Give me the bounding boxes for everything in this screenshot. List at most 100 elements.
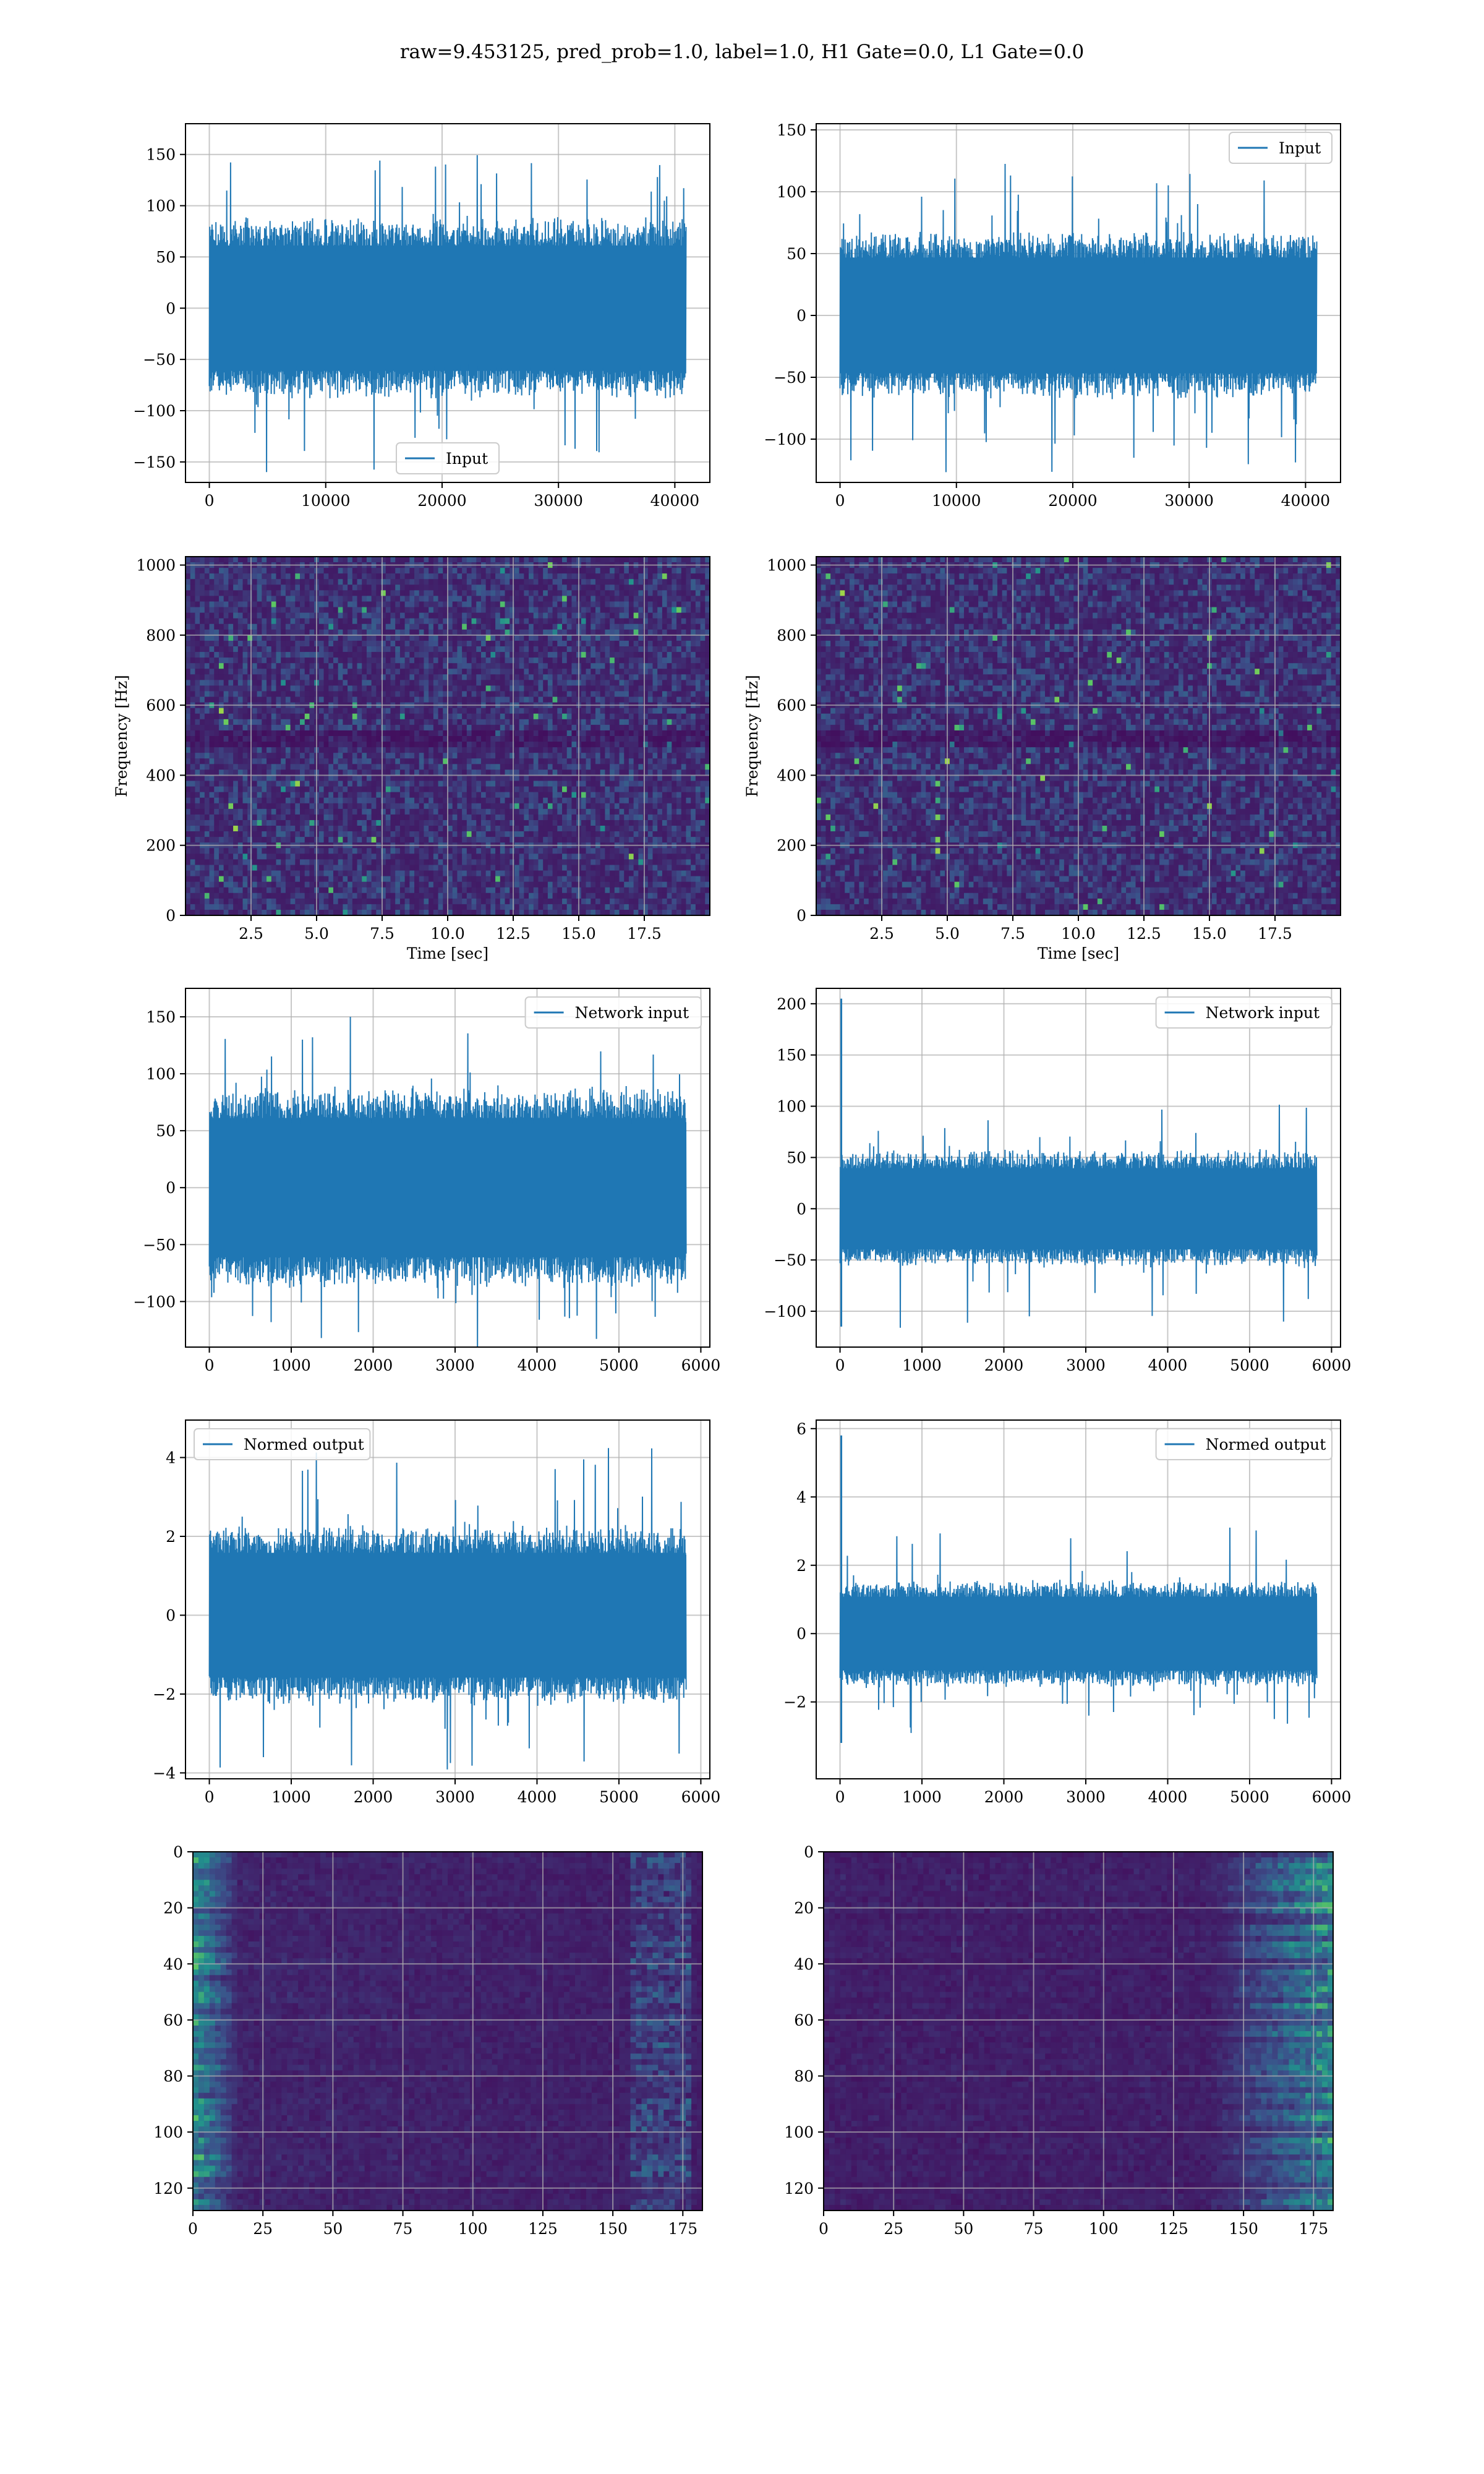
x-tick-label: 5000 <box>599 1788 639 1806</box>
x-tick-label: 4000 <box>1148 1788 1188 1806</box>
x-tick-label: 4000 <box>518 1356 557 1374</box>
x-tick-label: 75 <box>1024 2220 1044 2238</box>
y-tick-label: 200 <box>777 995 806 1013</box>
x-tick-label: 50 <box>953 2220 973 2238</box>
y-tick-label: 1000 <box>767 557 806 575</box>
y-tick-label: 4 <box>796 1488 806 1506</box>
y-tick-label: −100 <box>133 1293 176 1311</box>
y-axis-label: Frequency [Hz] <box>743 675 761 797</box>
legend-label: Normed output <box>1206 1436 1326 1453</box>
x-axis-label: Time [sec] <box>407 944 488 962</box>
x-tick-label: 7.5 <box>370 925 394 943</box>
y-axis: −100 −50 0 50 100 150 <box>764 121 816 448</box>
y-tick-label: 200 <box>146 837 176 855</box>
legend-label: Input <box>446 450 488 468</box>
x-tick-label: 2.5 <box>239 925 263 943</box>
y-tick-label: 0 <box>166 299 176 317</box>
y-tick-label: 60 <box>163 2011 183 2029</box>
y-tick-label: 80 <box>163 2068 183 2086</box>
x-tick-label: 0 <box>205 1356 215 1374</box>
y-tick-label: 100 <box>153 2123 183 2141</box>
y-tick-label: 0 <box>166 1179 176 1197</box>
legend: Normed output <box>1155 1428 1333 1460</box>
x-axis-label: Time [sec] <box>1038 944 1119 962</box>
y-tick-label: 100 <box>146 197 176 215</box>
heatmap-cells <box>193 1852 702 2211</box>
x-tick-label: 3000 <box>435 1356 475 1374</box>
y-axis: −100 −50 0 50 100 150 200 <box>764 995 816 1320</box>
x-tick-label: 12.5 <box>496 925 531 943</box>
x-tick-label: 2000 <box>984 1788 1024 1806</box>
x-tick-label: 2.5 <box>869 925 894 943</box>
x-tick-label: 25 <box>884 2220 903 2238</box>
plot-area <box>824 1852 1333 2211</box>
y-tick-label: 80 <box>794 2068 814 2086</box>
y-tick-label: 150 <box>777 1047 806 1064</box>
legend-label: Network input <box>575 1004 689 1022</box>
plot-area <box>186 557 710 915</box>
subplot-spectrogram-h1: 2.5 5.0 7.5 10.0 12.5 15.0 17.5 0 200 400 600 800 10… <box>113 556 710 962</box>
x-tick-label: 7.5 <box>1000 925 1025 943</box>
x-tick-label: 125 <box>1159 2220 1188 2238</box>
x-axis: 0 10000 20000 30000 40000 <box>835 482 1330 510</box>
x-tick-label: 0 <box>205 492 215 510</box>
y-tick-label: 600 <box>146 696 176 714</box>
x-tick-label: 6000 <box>1312 1356 1352 1374</box>
x-axis: 0 10000 20000 30000 40000 <box>205 482 699 510</box>
legend: Normed output <box>194 1428 371 1460</box>
y-axis: −2 0 2 4 6 <box>783 1420 816 1711</box>
x-tick-label: 75 <box>393 2220 413 2238</box>
y-axis-label: Frequency [Hz] <box>113 675 130 797</box>
x-tick-label: 10000 <box>301 492 351 510</box>
y-tick-label: 40 <box>794 1955 814 1973</box>
y-tick-label: 150 <box>146 1008 176 1026</box>
y-tick-label: 400 <box>146 766 176 784</box>
y-axis: −4 −2 0 2 4 <box>153 1449 186 1782</box>
x-axis: 0 25 50 75 100 125 150 175 <box>188 2211 697 2238</box>
grid-lines <box>816 557 1341 915</box>
y-axis: −150 −100 −50 0 50 100 150 <box>133 146 186 471</box>
y-axis: 0 20 40 60 80 100 120 <box>153 1843 193 2198</box>
x-axis: 0 1000 2000 3000 4000 5000 6000 <box>205 1779 720 1806</box>
axes-frame <box>816 988 1341 1348</box>
y-tick-label: 800 <box>146 627 176 644</box>
x-tick-label: 10.0 <box>1061 925 1096 943</box>
x-tick-label: 5.0 <box>935 925 960 943</box>
x-tick-label: 17.5 <box>627 925 662 943</box>
x-tick-label: 10.0 <box>430 925 465 943</box>
plot-area <box>816 1420 1341 1779</box>
y-tick-label: −100 <box>764 430 806 448</box>
y-tick-label: 100 <box>777 183 806 201</box>
y-tick-label: 100 <box>784 2123 814 2141</box>
x-tick-label: 6000 <box>681 1356 721 1374</box>
y-tick-label: 0 <box>796 1625 806 1643</box>
axes-frame <box>816 123 1341 483</box>
x-tick-label: 125 <box>528 2220 558 2238</box>
y-tick-label: 50 <box>156 248 176 266</box>
plot-area <box>816 988 1341 1347</box>
x-tick-label: 1000 <box>271 1788 311 1806</box>
x-tick-label: 0 <box>188 2220 198 2238</box>
y-tick-label: −100 <box>764 1303 806 1320</box>
y-tick-label: −50 <box>774 369 806 387</box>
y-tick-label: 0 <box>173 1843 183 1861</box>
axes-frame <box>816 1419 1341 1779</box>
x-tick-label: 20000 <box>417 492 467 510</box>
x-tick-label: 5000 <box>599 1356 639 1374</box>
grid-lines <box>824 1852 1333 2211</box>
y-tick-label: −2 <box>153 1685 176 1703</box>
x-tick-label: 0 <box>835 492 845 510</box>
y-tick-label: 40 <box>163 1955 183 1973</box>
subplot-normed-output-h1: 0 1000 2000 3000 4000 5000 6000 −4 −2 0 2 4 Normed o… <box>153 1419 720 1806</box>
x-axis: 0 1000 2000 3000 4000 5000 6000 <box>205 1347 721 1374</box>
x-axis: 2.5 5.0 7.5 10.0 12.5 15.0 17.5 <box>869 915 1292 943</box>
x-tick-label: 25 <box>253 2220 273 2238</box>
legend: Network input <box>524 996 702 1029</box>
legend-label: Input <box>1279 139 1321 157</box>
y-tick-label: 0 <box>166 907 176 925</box>
x-tick-label: 150 <box>1229 2220 1258 2238</box>
y-tick-label: 0 <box>796 307 806 325</box>
axes-frame <box>185 1419 710 1779</box>
x-tick-label: 15.0 <box>561 925 596 943</box>
